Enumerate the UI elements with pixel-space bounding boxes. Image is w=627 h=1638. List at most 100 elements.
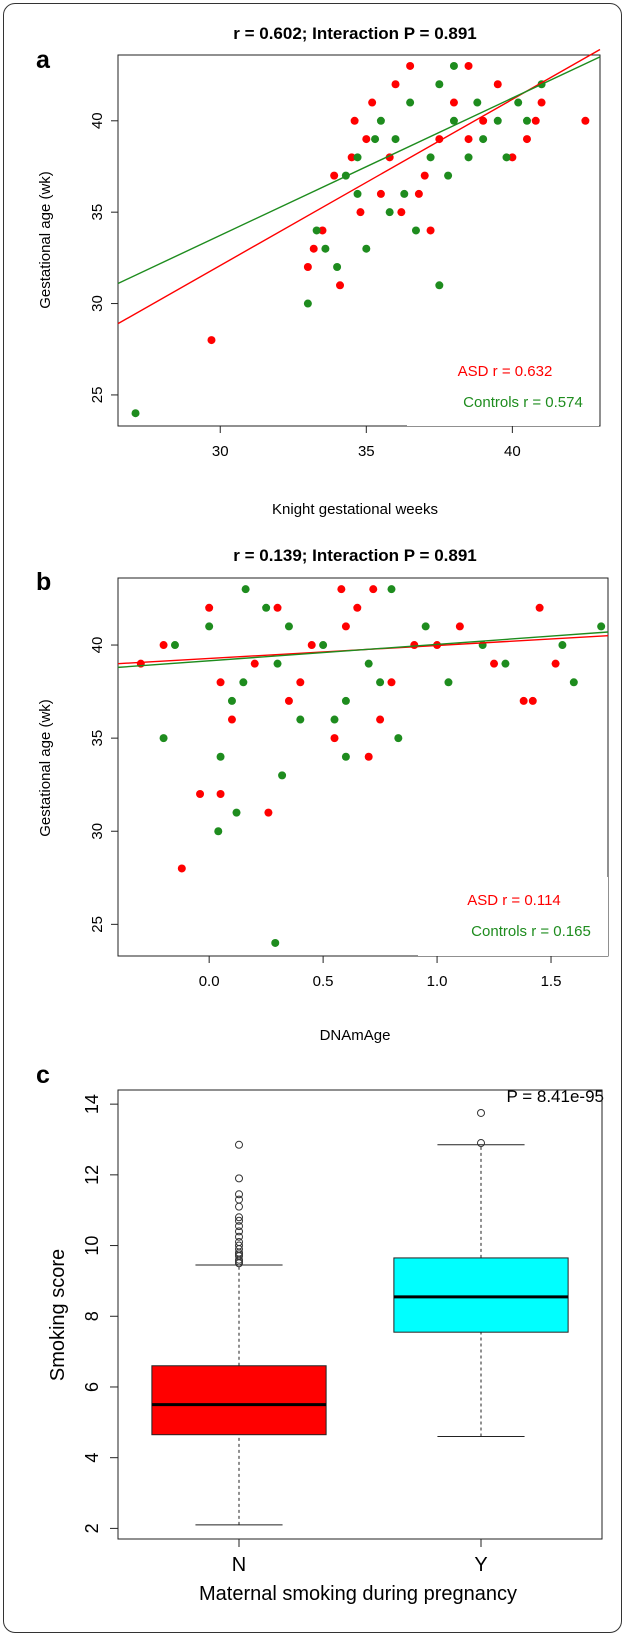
data-point xyxy=(330,715,339,724)
data-point xyxy=(537,98,546,107)
outlier-point xyxy=(477,1108,485,1117)
data-point xyxy=(535,603,544,612)
data-point xyxy=(435,80,444,89)
data-point xyxy=(551,659,560,668)
plot-area xyxy=(117,1089,603,1540)
y-tick-label: 6 xyxy=(82,1382,102,1392)
outlier-point xyxy=(235,1140,243,1149)
p-value-annotation: P = 8.41e-95 xyxy=(506,1087,604,1106)
x-axis-label: Maternal smoking during pregnancy xyxy=(199,1583,517,1605)
data-point xyxy=(464,153,473,162)
data-point xyxy=(319,641,328,650)
data-point xyxy=(493,80,502,89)
data-point xyxy=(444,171,453,180)
y-axis-label: Gestational age (wk) xyxy=(37,699,54,837)
data-point xyxy=(449,61,458,70)
data-point xyxy=(435,281,444,290)
outlier-point xyxy=(235,1195,243,1204)
data-point xyxy=(353,153,362,162)
data-point xyxy=(241,585,250,594)
data-point xyxy=(296,678,305,687)
outlier-point xyxy=(235,1174,243,1183)
data-point xyxy=(227,715,236,724)
y-axis-label: Gestational age (wk) xyxy=(37,171,54,309)
data-point xyxy=(531,116,540,125)
data-point xyxy=(597,622,606,631)
data-point xyxy=(514,98,523,107)
data-point xyxy=(232,808,241,817)
outlier-point xyxy=(235,1232,243,1241)
data-point xyxy=(321,244,330,253)
data-point xyxy=(502,153,511,162)
data-point xyxy=(410,641,419,650)
data-point xyxy=(426,153,435,162)
fit-line xyxy=(117,56,601,285)
data-point xyxy=(406,98,415,107)
y-tick-label: 40 xyxy=(89,112,106,129)
data-point xyxy=(273,603,282,612)
data-point xyxy=(159,734,168,743)
data-point xyxy=(394,734,403,743)
y-tick-label: 35 xyxy=(89,730,106,747)
data-point xyxy=(159,641,168,650)
x-tick-label: 40 xyxy=(504,443,521,460)
data-point xyxy=(444,678,453,687)
data-point xyxy=(205,603,214,612)
data-point xyxy=(262,603,271,612)
y-tick-label: 25 xyxy=(89,387,106,404)
data-point xyxy=(569,678,578,687)
plot-area xyxy=(117,54,601,427)
data-point xyxy=(464,135,473,144)
data-point xyxy=(205,622,214,631)
outlier-point xyxy=(235,1238,243,1247)
outlier-point xyxy=(477,1139,485,1148)
data-point xyxy=(207,336,216,345)
legend: ASD r = 0.114 Controls r = 0.165 xyxy=(418,877,608,956)
y-tick-label: 12 xyxy=(82,1165,102,1185)
box-Y xyxy=(393,1257,569,1333)
data-point xyxy=(312,226,321,235)
data-point xyxy=(528,696,537,705)
data-point xyxy=(353,189,362,198)
x-tick-label: Y xyxy=(474,1554,487,1576)
x-axis-label: DNAmAge xyxy=(320,1027,391,1044)
data-point xyxy=(362,244,371,253)
x-axis-label: Knight gestational weeks xyxy=(272,501,438,518)
y-axis: 25 30 35 40 xyxy=(89,112,118,403)
panel-a: a r = 0.602; Interaction P = 0.891 25303… xyxy=(36,24,601,518)
data-point xyxy=(387,678,396,687)
data-point xyxy=(371,135,380,144)
fit-line xyxy=(117,631,609,669)
data-point xyxy=(271,938,280,947)
y-tick-label: 40 xyxy=(89,637,106,654)
data-point xyxy=(337,585,346,594)
panel-letter: a xyxy=(36,46,51,74)
legend-controls: Controls r = 0.574 xyxy=(463,394,583,411)
y-tick-label: 2 xyxy=(82,1523,102,1533)
y-tick-label: 25 xyxy=(89,916,106,933)
boxplots xyxy=(151,1108,569,1526)
x-axis: 30 35 40 xyxy=(212,426,521,460)
x-tick-label: N xyxy=(232,1554,246,1576)
data-point xyxy=(376,678,385,687)
data-point xyxy=(353,603,362,612)
legend-box xyxy=(407,346,599,426)
data-point xyxy=(376,715,385,724)
data-point xyxy=(455,622,464,631)
data-point xyxy=(318,226,327,235)
data-point xyxy=(296,715,305,724)
data-point xyxy=(581,116,590,125)
y-tick-label: 14 xyxy=(82,1094,102,1114)
x-tick-label: 30 xyxy=(212,443,229,460)
data-point xyxy=(131,409,140,418)
data-point xyxy=(369,585,378,594)
data-point xyxy=(350,116,359,125)
data-point xyxy=(362,135,371,144)
data-point xyxy=(558,641,567,650)
box-N xyxy=(151,1365,327,1436)
x-tick-label: 0.0 xyxy=(199,973,220,990)
outlier-point xyxy=(235,1227,243,1236)
data-point xyxy=(368,98,377,107)
data-point xyxy=(341,752,350,761)
data-point xyxy=(391,80,400,89)
